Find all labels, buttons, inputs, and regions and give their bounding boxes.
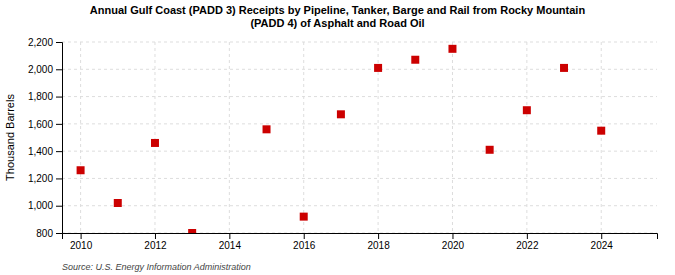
tick-mark bbox=[56, 178, 62, 179]
tick-label: 1,600 bbox=[28, 119, 53, 130]
tick-mark bbox=[378, 233, 379, 239]
tick: 1,400 bbox=[28, 146, 62, 157]
grid-line bbox=[62, 42, 657, 43]
point bbox=[337, 110, 345, 118]
tick-mark bbox=[527, 233, 528, 239]
tick-mark bbox=[56, 97, 62, 98]
tick: 2010 bbox=[70, 233, 93, 251]
tick: 1,200 bbox=[28, 173, 62, 184]
grid-line bbox=[229, 42, 230, 233]
tick: 1,800 bbox=[28, 91, 62, 102]
point bbox=[597, 127, 605, 135]
point bbox=[263, 125, 271, 133]
tick-label: 2024 bbox=[591, 240, 614, 251]
tick-label: 1,800 bbox=[28, 91, 53, 102]
grid-line bbox=[62, 178, 657, 179]
tick: 800 bbox=[36, 228, 62, 239]
point bbox=[448, 45, 456, 53]
tick-mark bbox=[56, 42, 62, 43]
point bbox=[300, 213, 308, 221]
annotation: Source: U.S. Energy Information Administ… bbox=[62, 262, 251, 272]
point bbox=[77, 166, 85, 174]
tick-label: 2,200 bbox=[28, 37, 53, 48]
grid-line bbox=[452, 42, 453, 233]
grid-line bbox=[62, 96, 657, 97]
tick: 2020 bbox=[442, 233, 465, 251]
tick-mark bbox=[56, 151, 62, 152]
title: Annual Gulf Coast (PADD 3) Receipts by P… bbox=[90, 4, 586, 29]
grid-line bbox=[62, 123, 657, 124]
tick-label: 1,200 bbox=[28, 173, 53, 184]
point bbox=[151, 139, 159, 147]
point bbox=[560, 64, 568, 72]
tick-mark bbox=[452, 233, 453, 239]
tick: 1,600 bbox=[28, 119, 62, 130]
point bbox=[114, 199, 122, 207]
points bbox=[77, 45, 606, 233]
tick-label: 2016 bbox=[293, 240, 316, 251]
tick-label: 2012 bbox=[144, 240, 167, 251]
axis-line bbox=[56, 43, 63, 234]
tick-label: 1,000 bbox=[28, 200, 53, 211]
y-axis: 800 1,000 1,200 1,400 1,600 1,800 2,000 2,200 bbox=[28, 37, 63, 239]
tick: 2024 bbox=[591, 233, 614, 251]
tick: 2014 bbox=[219, 233, 242, 251]
x-axis: 2010 2012 2014 2016 2018 2020 2022 2024 bbox=[63, 233, 658, 251]
point bbox=[523, 106, 531, 114]
grid-line bbox=[601, 42, 602, 233]
axis-line bbox=[63, 234, 658, 240]
point bbox=[374, 64, 382, 72]
tick-mark bbox=[56, 124, 62, 125]
tick: 2018 bbox=[367, 233, 390, 251]
tick-label: 2020 bbox=[442, 240, 465, 251]
tick-mark bbox=[601, 233, 602, 239]
chart: 2010 2012 2014 2016 2018 2020 2022 2024 800 1,000… bbox=[0, 0, 675, 275]
tick: 2022 bbox=[516, 233, 539, 251]
grid-line bbox=[62, 205, 657, 206]
grid-line bbox=[303, 42, 304, 233]
tick-label: 800 bbox=[36, 228, 53, 239]
point bbox=[188, 229, 196, 233]
grid-line bbox=[80, 42, 81, 233]
tick: 2,000 bbox=[28, 64, 62, 75]
tick-label: 2022 bbox=[516, 240, 539, 251]
tick-mark bbox=[81, 233, 82, 239]
tick-label: 1,400 bbox=[28, 146, 53, 157]
tick: 2,200 bbox=[28, 37, 62, 48]
tick-label: 2,000 bbox=[28, 64, 53, 75]
grid-line bbox=[62, 151, 657, 152]
y-axis-title: Thousand Barrels bbox=[4, 94, 16, 181]
tick-label: 2014 bbox=[219, 240, 242, 251]
tick-mark bbox=[229, 233, 230, 239]
grid-line bbox=[526, 42, 527, 233]
tick-label: 2010 bbox=[70, 240, 93, 251]
tick: 2016 bbox=[293, 233, 316, 251]
tick-mark bbox=[56, 206, 62, 207]
tick: 2012 bbox=[144, 233, 167, 251]
tick-mark bbox=[56, 69, 62, 70]
grid bbox=[62, 42, 657, 233]
plot: 2010 2012 2014 2016 2018 2020 2022 2024 800 1,000… bbox=[28, 37, 658, 251]
tick-label: 2018 bbox=[367, 240, 390, 251]
point bbox=[411, 56, 419, 64]
tick-mark bbox=[304, 233, 305, 239]
tick: 1,000 bbox=[28, 200, 62, 211]
tick-mark bbox=[155, 233, 156, 239]
tick-mark bbox=[56, 233, 62, 234]
point bbox=[486, 146, 494, 154]
grid-line bbox=[154, 42, 155, 233]
